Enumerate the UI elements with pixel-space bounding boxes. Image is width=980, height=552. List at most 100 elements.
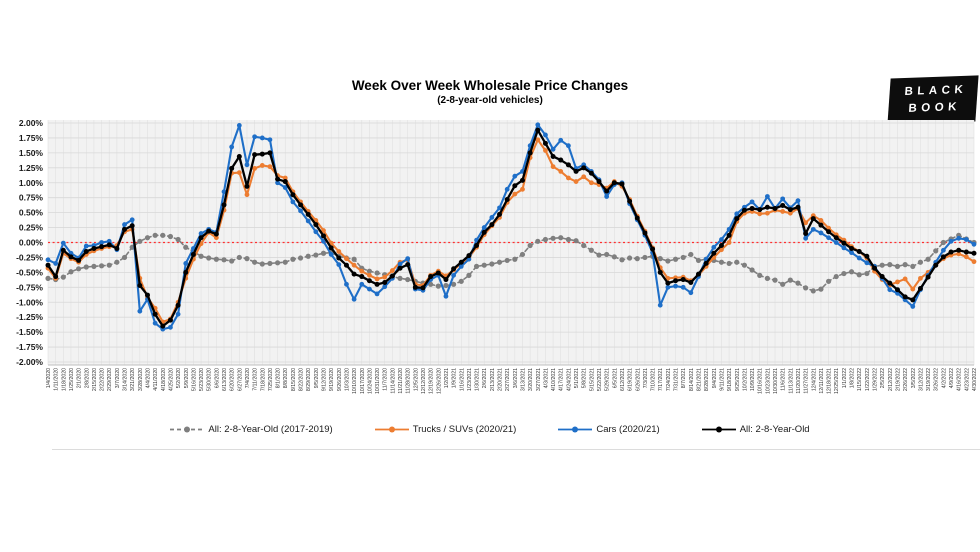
y-axis-labels: 2.00% 1.75% 1.50% 1.25% 1.00% 0.75% 0.50% 0.25%… bbox=[16, 118, 43, 367]
svg-text:-0.75%: -0.75% bbox=[16, 282, 43, 292]
svg-text:5/23/2020: 5/23/2020 bbox=[199, 368, 205, 391]
svg-text:8/7/2021: 8/7/2021 bbox=[681, 368, 687, 388]
svg-text:2/29/2020: 2/29/2020 bbox=[107, 368, 113, 391]
svg-text:7/4/2020: 7/4/2020 bbox=[245, 368, 251, 388]
svg-text:12/18/2021: 12/18/2021 bbox=[827, 368, 833, 394]
svg-text:3/26/2022: 3/26/2022 bbox=[934, 368, 940, 391]
svg-text:2/27/2021: 2/27/2021 bbox=[505, 368, 511, 391]
svg-text:2/13/2021: 2/13/2021 bbox=[490, 368, 496, 391]
svg-text:10/31/2020: 10/31/2020 bbox=[375, 368, 381, 394]
svg-text:6/5/2021: 6/5/2021 bbox=[612, 368, 618, 388]
svg-text:12/4/2021: 12/4/2021 bbox=[811, 368, 817, 391]
svg-text:5/9/2020: 5/9/2020 bbox=[184, 368, 190, 388]
svg-text:11/21/2020: 11/21/2020 bbox=[398, 368, 404, 394]
svg-text:-1.00%: -1.00% bbox=[16, 297, 43, 307]
svg-text:8/1/2020: 8/1/2020 bbox=[276, 368, 282, 388]
svg-text:4/2/2022: 4/2/2022 bbox=[941, 368, 947, 388]
svg-text:-0.50%: -0.50% bbox=[16, 267, 43, 277]
svg-text:7/17/2021: 7/17/2021 bbox=[658, 368, 664, 391]
svg-text:6/20/2020: 6/20/2020 bbox=[230, 368, 236, 391]
svg-text:10/10/2020: 10/10/2020 bbox=[352, 368, 358, 394]
svg-text:2/22/2020: 2/22/2020 bbox=[100, 368, 106, 391]
svg-text:7/3/2021: 7/3/2021 bbox=[643, 368, 649, 388]
svg-text:3/5/2022: 3/5/2022 bbox=[911, 368, 917, 388]
svg-text:4/18/2020: 4/18/2020 bbox=[161, 368, 167, 391]
legend-label: All: 2-8-Year-Old (2017-2019) bbox=[208, 424, 333, 435]
svg-text:7/25/2020: 7/25/2020 bbox=[268, 368, 274, 391]
svg-text:0.00%: 0.00% bbox=[19, 238, 44, 248]
svg-text:1.00%: 1.00% bbox=[19, 178, 44, 188]
svg-text:6/6/2020: 6/6/2020 bbox=[214, 368, 220, 388]
svg-text:1/25/2020: 1/25/2020 bbox=[69, 368, 75, 391]
svg-text:8/8/2020: 8/8/2020 bbox=[283, 368, 289, 388]
svg-text:2/20/2021: 2/20/2021 bbox=[498, 368, 504, 391]
svg-text:8/15/2020: 8/15/2020 bbox=[291, 368, 297, 391]
series-all-2-8-year-old bbox=[45, 127, 977, 329]
svg-text:10/23/2021: 10/23/2021 bbox=[765, 368, 771, 394]
chart-frame-line bbox=[52, 449, 980, 450]
svg-text:9/18/2021: 9/18/2021 bbox=[727, 368, 733, 391]
svg-text:4/23/2022: 4/23/2022 bbox=[964, 368, 970, 391]
svg-text:4/9/2022: 4/9/2022 bbox=[949, 368, 955, 388]
svg-text:4/10/2021: 4/10/2021 bbox=[551, 368, 557, 391]
svg-text:2/12/2022: 2/12/2022 bbox=[888, 368, 894, 391]
legend-marker-icon bbox=[701, 426, 736, 433]
svg-text:12/26/2020: 12/26/2020 bbox=[436, 368, 442, 394]
svg-text:10/30/2021: 10/30/2021 bbox=[773, 368, 779, 394]
svg-text:1.50%: 1.50% bbox=[19, 148, 44, 158]
svg-text:3/27/2021: 3/27/2021 bbox=[536, 368, 542, 391]
svg-text:2/19/2022: 2/19/2022 bbox=[895, 368, 901, 391]
svg-text:0.25%: 0.25% bbox=[19, 223, 44, 233]
svg-text:-0.25%: -0.25% bbox=[16, 252, 43, 262]
svg-text:1/4/2020: 1/4/2020 bbox=[46, 368, 52, 388]
legend-item-trucks-suvs-2020-21: Trucks / SUVs (2020/21) bbox=[374, 424, 516, 435]
svg-text:10/9/2021: 10/9/2021 bbox=[750, 368, 756, 391]
chart-title: Week Over Week Wholesale Price Changes bbox=[351, 78, 629, 93]
svg-text:2/1/2020: 2/1/2020 bbox=[77, 368, 83, 388]
svg-text:-1.50%: -1.50% bbox=[16, 327, 43, 337]
svg-text:5/30/2020: 5/30/2020 bbox=[207, 368, 213, 391]
svg-text:4/25/2020: 4/25/2020 bbox=[168, 368, 174, 391]
svg-text:-1.25%: -1.25% bbox=[16, 312, 43, 322]
svg-text:5/8/2021: 5/8/2021 bbox=[582, 368, 588, 388]
svg-text:1/30/2021: 1/30/2021 bbox=[475, 368, 481, 391]
svg-text:2/6/2021: 2/6/2021 bbox=[482, 368, 488, 388]
svg-text:4/17/2021: 4/17/2021 bbox=[559, 368, 565, 391]
svg-text:4/4/2020: 4/4/2020 bbox=[145, 368, 151, 388]
svg-text:1/11/2020: 1/11/2020 bbox=[54, 368, 60, 391]
x-axis-labels: 1/4/2020 1/11/2020 1/18/2020 1/25/2020 2/1/2… bbox=[46, 368, 978, 394]
svg-text:6/26/2021: 6/26/2021 bbox=[635, 368, 641, 391]
svg-text:3/21/2020: 3/21/2020 bbox=[130, 368, 136, 391]
svg-text:3/14/2020: 3/14/2020 bbox=[123, 368, 129, 391]
svg-text:8/22/2020: 8/22/2020 bbox=[299, 368, 305, 391]
legend-label: All: 2-8-Year-Old bbox=[739, 424, 810, 435]
legend-marker-icon bbox=[170, 426, 205, 433]
svg-text:4/11/2020: 4/11/2020 bbox=[153, 368, 159, 391]
svg-text:12/19/2020: 12/19/2020 bbox=[429, 368, 435, 394]
svg-text:2/26/2022: 2/26/2022 bbox=[903, 368, 909, 391]
legend-marker-icon bbox=[558, 426, 593, 433]
svg-text:1/8/2022: 1/8/2022 bbox=[850, 368, 856, 388]
svg-text:11/20/2021: 11/20/2021 bbox=[796, 368, 802, 394]
svg-text:7/11/2020: 7/11/2020 bbox=[253, 368, 259, 391]
svg-text:11/28/2020: 11/28/2020 bbox=[406, 368, 412, 394]
svg-text:1/16/2021: 1/16/2021 bbox=[459, 368, 465, 391]
svg-text:2/8/2020: 2/8/2020 bbox=[84, 368, 90, 388]
svg-text:4/16/2022: 4/16/2022 bbox=[957, 368, 963, 391]
legend-item-all-2-8-year-old: All: 2-8-Year-Old bbox=[701, 424, 810, 435]
svg-text:1/15/2022: 1/15/2022 bbox=[857, 368, 863, 391]
chart-subtitle: (2-8-year-old vehicles) bbox=[437, 95, 543, 106]
svg-text:9/11/2021: 9/11/2021 bbox=[719, 368, 725, 391]
svg-text:3/12/2022: 3/12/2022 bbox=[918, 368, 924, 391]
svg-text:8/28/2021: 8/28/2021 bbox=[704, 368, 710, 391]
svg-text:6/12/2021: 6/12/2021 bbox=[620, 368, 626, 391]
svg-text:9/19/2020: 9/19/2020 bbox=[329, 368, 335, 391]
svg-text:2/15/2020: 2/15/2020 bbox=[92, 368, 98, 391]
svg-text:3/13/2021: 3/13/2021 bbox=[520, 368, 526, 391]
svg-text:1/9/2021: 1/9/2021 bbox=[452, 368, 458, 388]
svg-text:2/5/2022: 2/5/2022 bbox=[880, 368, 886, 388]
legend-item-all-2-8-year-old-2017-2019: All: 2-8-Year-Old (2017-2019) bbox=[170, 424, 333, 435]
svg-text:9/12/2020: 9/12/2020 bbox=[322, 368, 328, 391]
